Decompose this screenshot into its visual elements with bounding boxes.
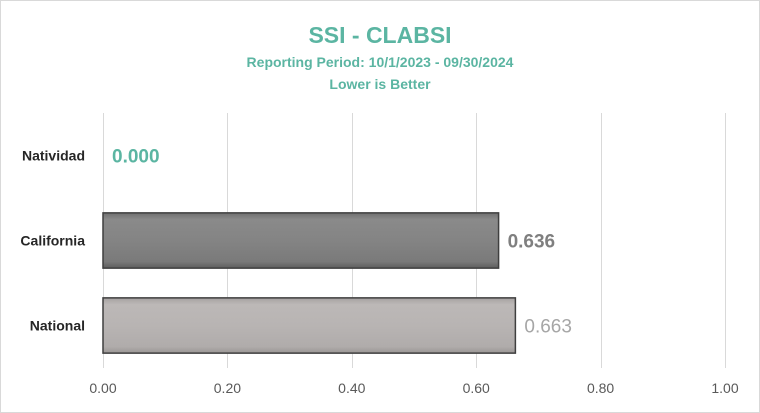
value-label: 0.636 [508, 232, 556, 253]
x-tick-label: 1.00 [711, 380, 738, 396]
chart-subtitle-2: Lower is Better [329, 76, 431, 92]
category-label: Natividad [22, 148, 85, 164]
x-tick-label: 0.80 [587, 380, 614, 396]
x-tick-label: 0.40 [338, 380, 365, 396]
x-tick-label: 0.60 [463, 380, 490, 396]
chart-title: SSI - CLABSI [308, 22, 451, 48]
bar-california [102, 212, 500, 269]
x-tick-label: 0.20 [214, 380, 241, 396]
value-labels: 0.000 0.636 0.663 [112, 147, 572, 338]
category-label: National [30, 318, 85, 334]
chart-subtitle: Reporting Period: 10/1/2023 - 09/30/2024 [247, 54, 514, 70]
x-tick-label: 0.00 [89, 380, 116, 396]
value-label: 0.663 [524, 317, 572, 338]
bar-national [102, 297, 517, 354]
value-label: 0.000 [112, 147, 160, 168]
x-axis-tick-labels: 0.00 0.20 0.40 0.60 0.80 1.00 [89, 380, 738, 396]
category-labels: Natividad California National [20, 148, 85, 334]
bars [102, 212, 517, 354]
category-label: California [20, 233, 85, 249]
